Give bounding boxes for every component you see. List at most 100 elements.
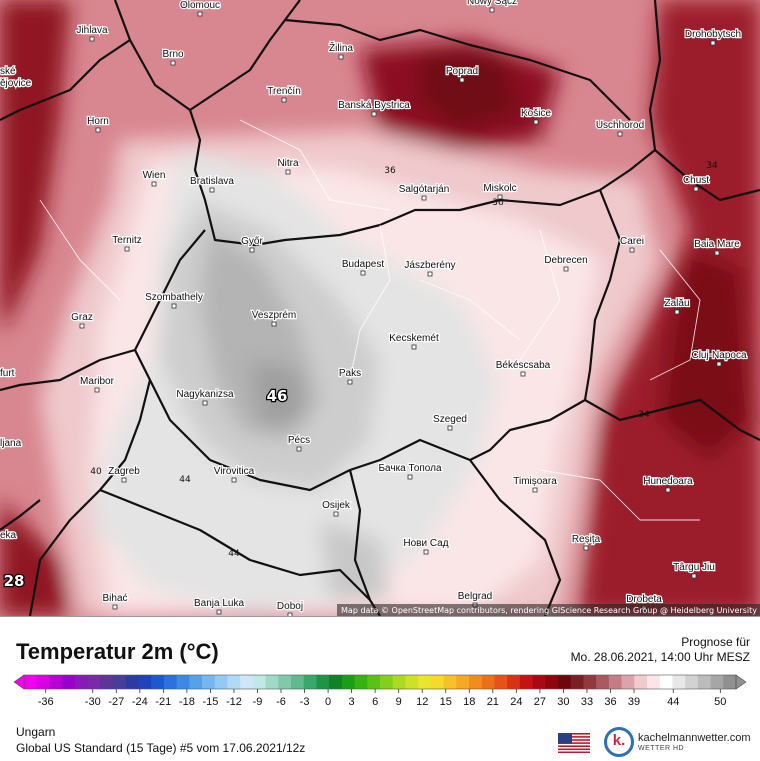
city-marker (202, 400, 208, 406)
city-marker (360, 270, 366, 276)
city-label: Olomouc (180, 0, 220, 11)
city-label: Nowy Sącz (467, 0, 517, 7)
scale-color-step (227, 675, 241, 689)
temperature-value-label: 34 (706, 161, 718, 171)
temperature-value-label: 34 (638, 410, 650, 420)
scale-tick-label: 39 (628, 696, 640, 708)
city-marker (407, 474, 413, 480)
scale-color-step (291, 675, 305, 689)
city-label: Brno (162, 49, 184, 60)
city-label: Debrecen (544, 255, 587, 266)
scale-color-step (710, 675, 724, 689)
scale-tick-label: -24 (132, 696, 148, 708)
scale-color-step (596, 675, 610, 689)
temperature-value-label: 40 (90, 467, 102, 477)
map-labels: Olomouc Nowy Sącz Jihlava Brno Žilina Drohoby… (0, 0, 748, 616)
scale-color-step (113, 675, 127, 689)
city-label: Нови Сад (403, 538, 448, 549)
city-marker (447, 425, 453, 431)
city-marker (216, 609, 222, 615)
city-label: Osijek (322, 500, 351, 511)
scale-color-step (49, 675, 63, 689)
scale-color-step (151, 675, 165, 689)
city-marker (710, 40, 716, 46)
city-label: Chust (683, 175, 709, 186)
city-label: Miskolc (483, 183, 516, 194)
scale-color-step (583, 675, 597, 689)
model-run: Global US Standard (15 Tage) #5 vom 17.0… (16, 741, 306, 755)
city-label: Košice (521, 108, 551, 119)
city-label: Cluj-Napoca (691, 350, 746, 361)
brand-letter: k. (612, 732, 626, 749)
scale-color-step (380, 675, 394, 689)
scale-tick-label: 44 (667, 696, 679, 708)
city-marker (371, 111, 377, 117)
kachelmann-logo-icon[interactable]: k. (604, 727, 634, 757)
city-label: Paks (339, 368, 361, 379)
city-label: Žilina (329, 41, 353, 54)
temperature-value-label: 46 (267, 387, 288, 405)
temperature-value-label: 44 (228, 549, 240, 559)
city-marker (171, 303, 177, 309)
city-label: Veszprém (252, 310, 296, 321)
city-marker (423, 549, 429, 555)
forecast-label: Prognose für (681, 635, 750, 649)
temperature-map: Olomouc Nowy Sącz Jihlava Brno Žilina Drohoby… (0, 0, 760, 616)
city-marker (532, 487, 538, 493)
city-marker (347, 379, 353, 385)
scale-color-step (608, 675, 623, 689)
scale-color-step (100, 675, 114, 689)
scale-frame (23, 674, 737, 690)
city-marker (427, 271, 433, 277)
scale-color-step (303, 675, 318, 689)
city-label: Wien (143, 170, 166, 181)
scale-tick-label: 0 (325, 696, 331, 708)
scale-color-step (240, 675, 254, 689)
city-label: Reșița (572, 534, 601, 545)
city-label: Doboj (277, 601, 303, 612)
city-marker (665, 487, 671, 493)
scale-tick-label: -3 (300, 696, 310, 708)
scale-max-arrow (735, 674, 747, 690)
edge-city-label: eka (0, 530, 17, 541)
city-marker (121, 477, 127, 483)
legend-panel: Temperatur 2m (°C) Prognose für Mo. 28.0… (0, 616, 760, 761)
scale-tick-label: -15 (202, 696, 218, 708)
city-label: Budapest (342, 259, 384, 270)
city-label: Banja Luka (194, 598, 244, 609)
scale-color-step (647, 675, 661, 689)
city-marker (124, 246, 130, 252)
scale-color-step (316, 675, 330, 689)
city-marker (95, 127, 101, 133)
city-marker (691, 573, 697, 579)
city-marker (79, 323, 85, 329)
scale-color-step (545, 675, 559, 689)
city-label: Győr (241, 236, 263, 247)
scale-color-step (558, 675, 572, 689)
city-label: Poprad (446, 66, 478, 77)
temperature-value-label: 44 (179, 475, 191, 485)
scale-color-step (634, 675, 648, 689)
color-scale: -36 -30 -27 -24 -21 -18 -15 -12 -9 -6 -3 0 3 6 9 12 15 18… (13, 674, 747, 708)
city-marker (459, 77, 465, 83)
us-flag-icon[interactable] (558, 733, 590, 753)
scale-tick-label: 27 (534, 696, 546, 708)
city-marker (285, 169, 291, 175)
scale-color-step (125, 675, 140, 689)
edge-city-label: ské (0, 66, 16, 77)
city-label: Carei (620, 236, 644, 247)
city-label: Bihać (102, 593, 127, 604)
brand-name[interactable]: kachelmannwetter.com (638, 732, 751, 744)
city-label: Nagykanizsa (176, 389, 234, 400)
city-marker (421, 195, 427, 201)
edge-city-label: ějovice (0, 78, 32, 89)
city-label: Pécs (288, 435, 310, 446)
scale-tick-label: 6 (372, 696, 378, 708)
scale-color-step (202, 675, 216, 689)
region-name: Ungarn (16, 725, 56, 739)
city-marker (583, 545, 589, 551)
city-label: Banská Bystrica (338, 100, 410, 111)
city-marker (197, 11, 203, 17)
temperature-value-label: 36 (384, 166, 396, 176)
city-label: Бачка Топола (378, 463, 442, 474)
